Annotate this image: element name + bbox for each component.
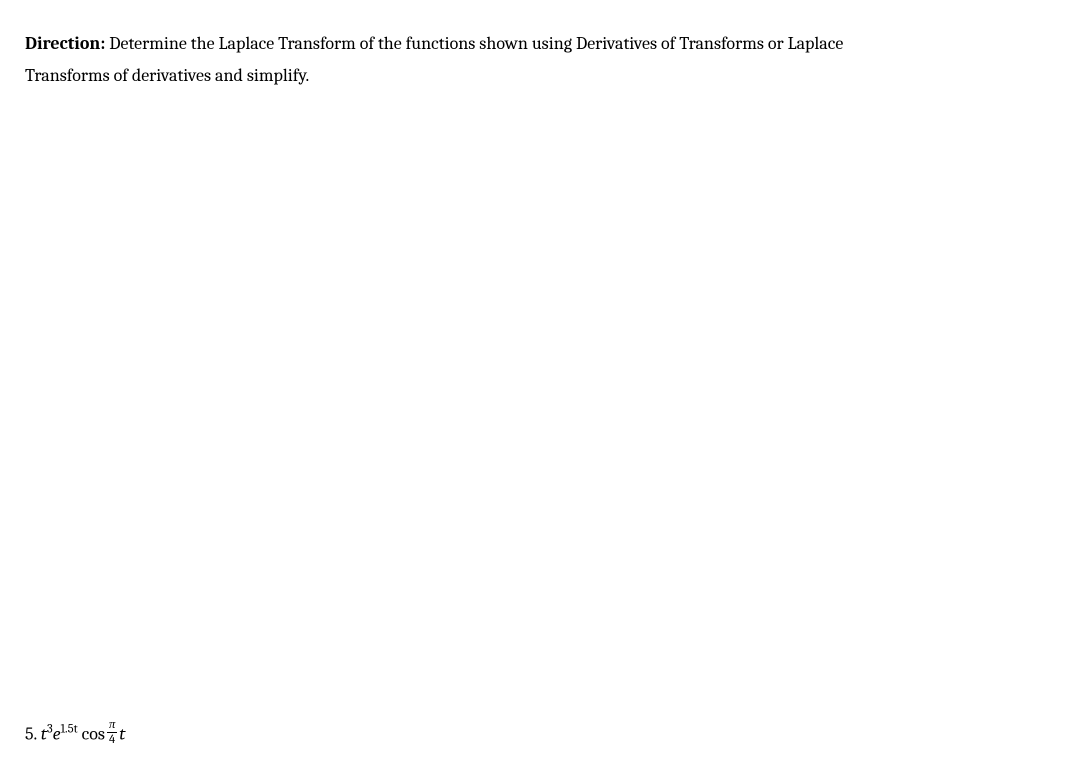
- fraction-denominator: 4: [107, 733, 117, 748]
- direction-paragraph: Direction: Determine the Laplace Transfo…: [25, 28, 1055, 93]
- fraction-pi-over-4: π4: [107, 719, 117, 748]
- problem-5: 5. t3e1.5t cosπ4t: [25, 721, 125, 750]
- exponent-15t: 1.5t: [60, 723, 77, 737]
- direction-label: Direction:: [25, 33, 105, 54]
- variable-t2: t: [119, 724, 125, 745]
- direction-text-line1: Determine the Laplace Transform of the f…: [105, 33, 843, 54]
- problem-number: 5.: [25, 724, 41, 745]
- direction-text-line2: Transforms of derivatives and simplify.: [25, 65, 309, 86]
- fraction-numerator: π: [107, 719, 117, 733]
- cos-function: cos: [78, 724, 105, 745]
